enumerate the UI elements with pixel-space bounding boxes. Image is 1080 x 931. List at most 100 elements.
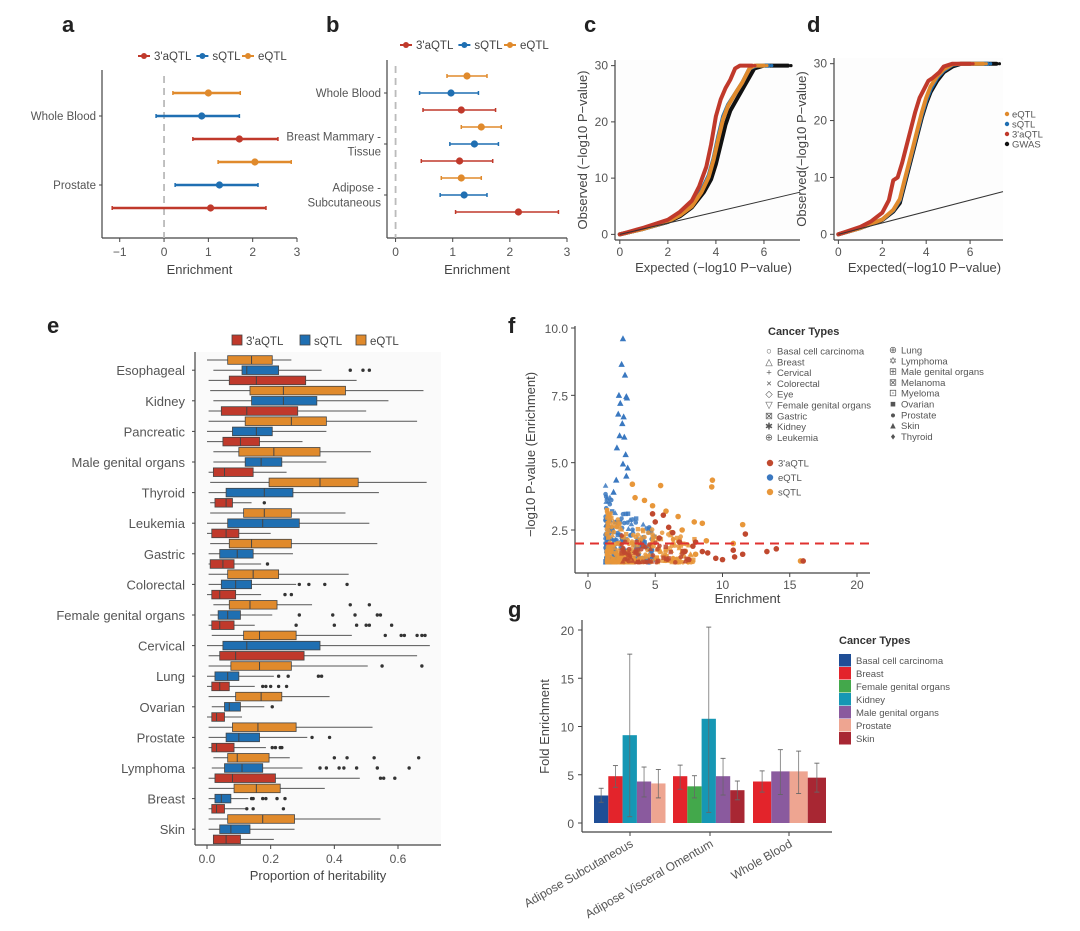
outlier-point <box>262 501 266 505</box>
category-label: Whole Blood <box>31 111 96 123</box>
scatter-point-3-aqtl <box>621 550 627 555</box>
panel-label-f: f <box>508 313 516 338</box>
scatter-point-sqtl <box>623 531 629 537</box>
box-sqtl-skin <box>219 824 251 834</box>
outlier-point <box>337 766 341 770</box>
legend-shape-label-myeloma: Myeloma <box>901 389 940 400</box>
legend-key-3-aqtl <box>231 334 243 346</box>
x-tick-label: 2 <box>507 245 514 259</box>
outlier-point <box>316 674 321 678</box>
x-tick-label: 0 <box>161 245 168 259</box>
scatter-point-sqtl <box>640 527 645 533</box>
outlier-point <box>354 623 359 627</box>
scatter-point-sqtl <box>611 529 617 535</box>
qq-tail-point-eqtl <box>765 64 769 68</box>
x-tick-label: 0.4 <box>326 852 343 866</box>
scatter-point-eqtl <box>630 527 635 532</box>
outlier-point <box>318 766 322 770</box>
box-sqtl-prostate <box>225 732 260 743</box>
scatter-point-sqtl <box>629 540 635 546</box>
y-tick-label: 7.5 <box>551 389 568 403</box>
scatter-point-3-aqtl <box>665 524 672 531</box>
scatter-point-sqtl <box>687 551 694 557</box>
scatter-point-3-aqtl <box>635 547 640 552</box>
legend-shape-label-prostate: Prostate <box>901 410 936 421</box>
outlier-point <box>423 633 427 638</box>
outlier-point <box>415 633 419 638</box>
outlier-point <box>354 766 359 770</box>
point-estimate-sqtl-breast-mammary-tissue <box>470 140 479 148</box>
panel-label-c: c <box>584 12 596 37</box>
scatter-point-sqtl <box>622 553 628 558</box>
outlier-point <box>297 582 302 587</box>
legend-dot-3-aqtl <box>141 53 147 59</box>
category-label: Cervical <box>138 639 185 654</box>
box-sqtl-pancreatic <box>232 426 273 437</box>
legend-shape-icon-myeloma: ⊡ <box>889 388 897 399</box>
y-tick-label: 0 <box>820 227 827 241</box>
legend-shape-label-skin: Skin <box>901 421 919 432</box>
box-3-aqtl-ovarian <box>211 712 225 722</box>
scatter-point-3-aqtl <box>656 535 663 541</box>
box-eqtl-female-genital-organs <box>228 600 278 610</box>
outlier-point <box>286 674 290 678</box>
box-3-aqtl-male-genital-organs <box>212 467 254 477</box>
scatter-point-3-aqtl <box>742 531 749 537</box>
scatter-point-sqtl <box>635 526 641 532</box>
scatter-point-3-aqtl <box>626 558 631 564</box>
scatter-point-sqtl <box>607 548 612 554</box>
legend-dot-sqtl <box>461 42 468 48</box>
box-eqtl-skin <box>227 814 295 824</box>
panel-label-d: d <box>807 12 820 37</box>
box-eqtl-prostate <box>232 722 297 732</box>
legend-swatch-female-genital-organs <box>839 680 851 693</box>
point-estimate-sqtl-whole-blood <box>447 89 455 97</box>
outlier-point <box>294 623 298 627</box>
scatter-point-sqtl <box>678 543 684 548</box>
x-tick-label: 2 <box>879 245 886 259</box>
scatter-point-3-aqtl <box>649 511 656 517</box>
legend-label-eqtl: eQTL <box>520 40 549 52</box>
legend-shape-icon-leukemia: ⊕ <box>765 432 773 443</box>
category-label: Ovarian <box>139 700 185 715</box>
category-label: Gastric <box>144 547 186 562</box>
scatter-point-3-aqtl <box>773 546 780 552</box>
category-label: Lung <box>156 669 185 684</box>
category-label: Female genital organs <box>56 608 185 623</box>
scatter-point-sqtl <box>675 513 681 520</box>
legend-shape-icon-lymphoma: ✡ <box>889 356 897 367</box>
scatter-triangle-eqtl <box>616 432 623 439</box>
scatter-point-eqtl <box>623 511 629 517</box>
panel-label-b: b <box>326 12 339 37</box>
qq-tail-point-sqtl <box>770 64 774 68</box>
outlier-point <box>345 582 349 587</box>
scatter-point-sqtl <box>604 556 610 562</box>
scatter-point-sqtl <box>657 482 664 489</box>
x-tick-label-adipose-visceral-omentum: Adipose Visceral Omentum <box>583 836 716 921</box>
qq-tail-point-gwas <box>789 64 793 68</box>
y-tick-label: 20 <box>561 624 575 638</box>
scatter-point-sqtl <box>679 527 685 533</box>
legend-dot-sqtl <box>1004 121 1010 127</box>
y-tick-label: 10 <box>595 171 609 185</box>
legend-shape-label-gastric: Gastric <box>777 411 807 422</box>
y-tick-label: 10.0 <box>545 322 569 336</box>
category-label: Kidney <box>145 394 185 409</box>
category-label: Male genital organs <box>72 455 186 470</box>
box-sqtl-female-genital-organs <box>217 610 241 620</box>
x-tick-label: 0 <box>835 245 842 259</box>
legend-color-dot-3-aqtl <box>766 459 774 467</box>
scatter-point-sqtl <box>611 556 616 562</box>
y-tick-label: 10 <box>814 170 828 184</box>
scatter-point-3-aqtl <box>730 547 737 553</box>
legend-shape-label-melanoma: Melanoma <box>901 378 946 389</box>
outlier-point <box>375 613 380 617</box>
x-tick-label: −1 <box>113 245 127 259</box>
legend-label-3-aqtl: 3'aQTL <box>1012 130 1043 141</box>
box-3-aqtl-lymphoma <box>214 773 276 783</box>
scatter-point-eqtl <box>603 498 609 504</box>
category-label: Breast Mammary - <box>286 132 381 144</box>
point-estimate-3-aqtl-prostate <box>206 204 215 212</box>
scatter-point-eqtl <box>640 521 647 527</box>
scatter-point-3-aqtl <box>629 557 636 563</box>
